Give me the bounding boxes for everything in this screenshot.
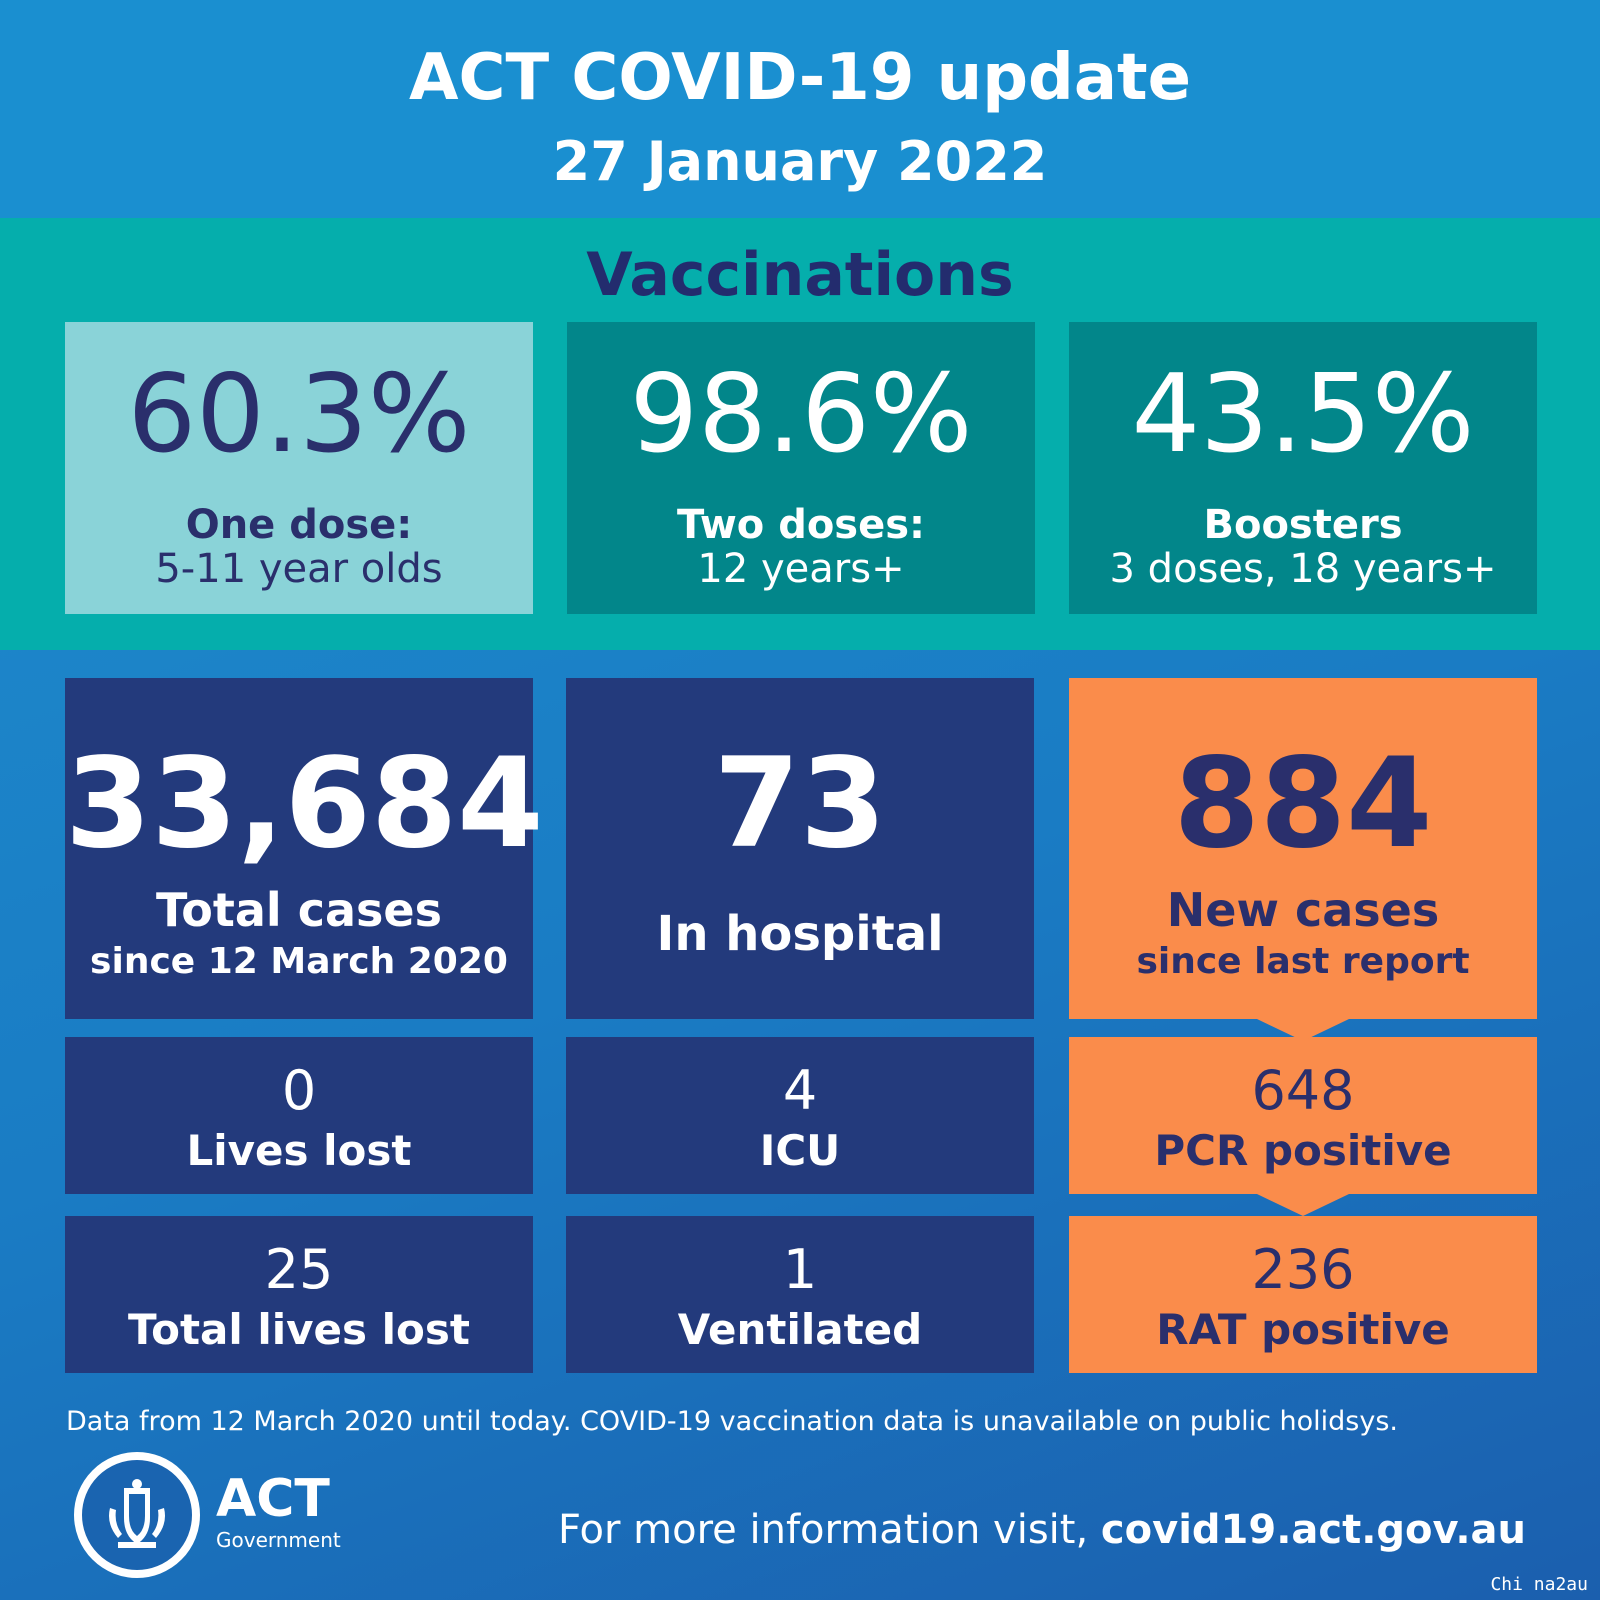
ventilated-value: 1 bbox=[782, 1238, 818, 1301]
one-dose-percent: 60.3% bbox=[127, 352, 471, 477]
lives-lost-value: 0 bbox=[281, 1059, 317, 1122]
lives-lost-label: Lives lost bbox=[186, 1126, 412, 1175]
more-info-line: For more information visit, covid19.act.… bbox=[506, 1505, 1526, 1555]
in-hospital-value: 73 bbox=[713, 732, 887, 876]
icu-box: 4 ICU bbox=[566, 1037, 1034, 1194]
in-hospital-label: In hospital bbox=[656, 906, 944, 962]
boosters-sublabel: 3 doses, 18 years+ bbox=[1109, 546, 1497, 592]
total-cases-value: 33,684 bbox=[65, 732, 544, 876]
vaccinations-section: Vaccinations 60.3% One dose: 5-11 year o… bbox=[0, 218, 1600, 650]
new-cases-sublabel: since last report bbox=[1136, 941, 1470, 982]
total-lives-lost-box: 25 Total lives lost bbox=[65, 1216, 533, 1373]
total-lives-lost-value: 25 bbox=[264, 1238, 334, 1301]
watermark: Chi na2au bbox=[1490, 1574, 1588, 1595]
new-cases-value: 884 bbox=[1173, 732, 1433, 876]
total-cases-box: 33,684 Total cases since 12 March 2020 bbox=[65, 678, 544, 1019]
boosters-label: Boosters bbox=[1203, 502, 1403, 548]
new-cases-box: 884 New cases since last report bbox=[1069, 678, 1537, 1019]
icu-label: ICU bbox=[759, 1126, 841, 1175]
new-cases-label: New cases bbox=[1166, 883, 1440, 937]
lives-lost-box: 0 Lives lost bbox=[65, 1037, 533, 1194]
pcr-positive-box: 648 PCR positive bbox=[1069, 1037, 1537, 1194]
total-cases-sublabel: since 12 March 2020 bbox=[90, 941, 508, 982]
new-to-pcr-arrow-icon bbox=[1257, 1019, 1349, 1041]
pcr-positive-label: PCR positive bbox=[1154, 1126, 1452, 1175]
two-doses-label: Two doses: bbox=[676, 502, 926, 548]
rat-positive-label: RAT positive bbox=[1156, 1305, 1450, 1354]
act-logo-subtitle: Government bbox=[216, 1528, 341, 1552]
one-dose-label: One dose: bbox=[185, 502, 413, 548]
one-dose-card: 60.3% One dose: 5-11 year olds bbox=[65, 322, 533, 614]
icu-value: 4 bbox=[782, 1059, 818, 1122]
two-doses-percent: 98.6% bbox=[629, 352, 973, 477]
two-doses-card: 98.6% Two doses: 12 years+ bbox=[567, 322, 1035, 614]
total-cases-label: Total cases bbox=[156, 883, 442, 937]
report-date: 27 January 2022 bbox=[552, 130, 1048, 193]
more-info-text: For more information visit, bbox=[557, 1507, 1089, 1553]
data-footnote: Data from 12 March 2020 until today. COV… bbox=[66, 1406, 1399, 1437]
act-logo-text: ACT bbox=[216, 1469, 330, 1529]
total-lives-lost-label: Total lives lost bbox=[128, 1305, 470, 1354]
in-hospital-box: 73 In hospital bbox=[566, 678, 1034, 1019]
boosters-percent: 43.5% bbox=[1131, 352, 1475, 477]
page-title: ACT COVID-19 update bbox=[408, 41, 1192, 115]
more-info-url-link[interactable]: covid19.act.gov.au bbox=[1100, 1507, 1526, 1553]
rat-positive-value: 236 bbox=[1251, 1238, 1355, 1301]
pcr-positive-value: 648 bbox=[1251, 1059, 1355, 1122]
one-dose-sublabel: 5-11 year olds bbox=[155, 546, 443, 592]
ventilated-label: Ventilated bbox=[677, 1305, 923, 1354]
two-doses-sublabel: 12 years+ bbox=[697, 546, 905, 592]
ventilated-box: 1 Ventilated bbox=[566, 1216, 1034, 1373]
pcr-to-rat-arrow-icon bbox=[1257, 1194, 1349, 1216]
act-government-crest-icon bbox=[74, 1452, 200, 1578]
vaccinations-heading: Vaccinations bbox=[586, 240, 1014, 310]
rat-positive-box: 236 RAT positive bbox=[1069, 1216, 1537, 1373]
boosters-card: 43.5% Boosters 3 doses, 18 years+ bbox=[1069, 322, 1537, 614]
header-banner: ACT COVID-19 update 27 January 2022 bbox=[0, 0, 1600, 218]
